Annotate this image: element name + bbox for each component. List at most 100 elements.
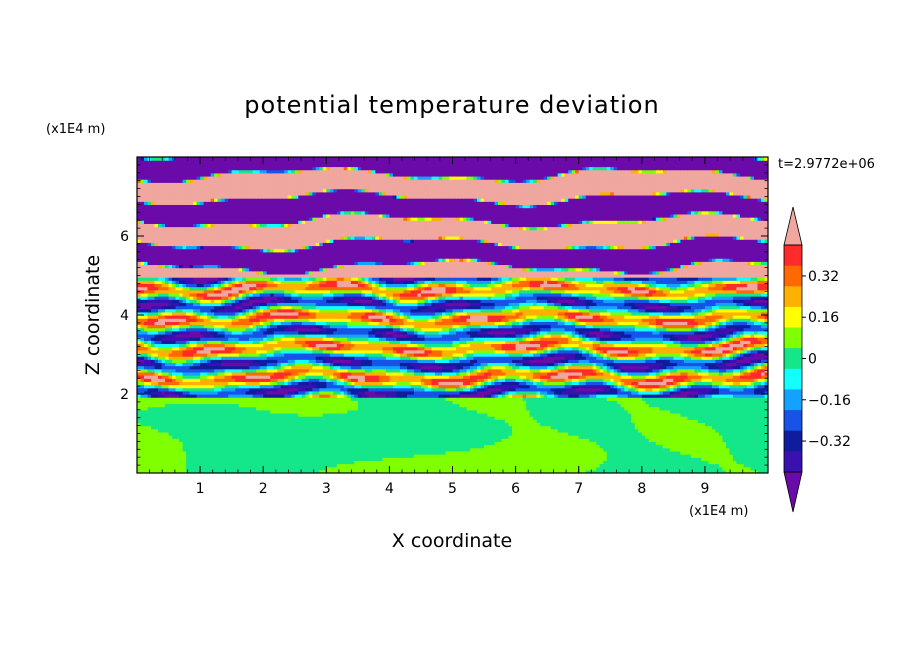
- field-cell: [697, 400, 702, 405]
- field-cell: [634, 441, 639, 446]
- field-cell: [389, 425, 394, 430]
- field-cell: [319, 406, 324, 411]
- field-cell: [287, 454, 292, 458]
- field-cell: [673, 469, 678, 473]
- field-cell: [200, 384, 205, 389]
- field-cell: [333, 390, 338, 395]
- field-cell: [256, 406, 261, 411]
- field-cell: [459, 469, 464, 473]
- field-cell: [242, 469, 247, 473]
- field-cell: [519, 447, 524, 452]
- field-cell: [589, 412, 594, 417]
- field-cell: [287, 447, 292, 452]
- field-cell: [697, 425, 702, 430]
- field-cell: [652, 457, 657, 461]
- field-cell: [420, 406, 426, 411]
- field-cell: [578, 460, 583, 465]
- field-cell: [690, 422, 695, 427]
- field-cell: [224, 412, 229, 417]
- field-cell: [624, 447, 629, 452]
- field-cell: [242, 463, 247, 468]
- field-cell: [221, 387, 226, 392]
- field-cell: [494, 438, 499, 442]
- field-cell: [708, 409, 713, 414]
- field-cell: [732, 469, 738, 473]
- field-cell: [466, 447, 471, 452]
- field-cell: [424, 428, 429, 433]
- field-cell: [568, 387, 573, 392]
- field-cell: [459, 394, 464, 398]
- field-cell: [172, 409, 177, 414]
- field-cell: [186, 397, 191, 401]
- field-cell: [357, 422, 362, 427]
- field-cell: [354, 425, 359, 430]
- field-cell: [224, 457, 229, 461]
- field-cell: [564, 450, 569, 455]
- field-cell: [263, 416, 268, 420]
- field-cell: [753, 444, 759, 449]
- field-cell: [631, 387, 636, 392]
- field-cell: [564, 460, 569, 465]
- field-cell: [505, 409, 510, 414]
- field-cell: [585, 454, 590, 458]
- field-cell: [137, 390, 142, 395]
- field-cell: [631, 463, 636, 468]
- field-cell: [347, 447, 352, 452]
- field-cell: [396, 384, 401, 389]
- field-cell: [725, 397, 731, 401]
- field-cell: [224, 444, 229, 449]
- field-cell: [487, 469, 492, 473]
- field-cell: [193, 435, 198, 439]
- field-cell: [477, 384, 482, 389]
- field-cell: [764, 412, 768, 417]
- field-cell: [158, 406, 163, 411]
- field-cell: [557, 441, 562, 446]
- field-cell: [357, 435, 362, 439]
- field-cell: [385, 457, 390, 461]
- field-cell: [459, 422, 464, 427]
- field-cell: [301, 416, 306, 420]
- field-cell: [561, 435, 566, 439]
- field-cell: [718, 428, 724, 433]
- field-cell: [361, 419, 366, 424]
- field-cell: [252, 450, 257, 455]
- field-cell: [673, 387, 678, 392]
- field-cell: [648, 400, 653, 405]
- field-cell: [529, 403, 534, 408]
- field-cell: [694, 406, 699, 411]
- field-cell: [175, 441, 180, 446]
- field-cell: [529, 412, 534, 417]
- field-cell: [680, 466, 685, 471]
- field-cell: [357, 441, 362, 446]
- field-cell: [494, 416, 499, 420]
- field-cell: [585, 390, 590, 395]
- field-cell: [200, 425, 205, 430]
- field-cell: [529, 409, 534, 414]
- field-cell: [484, 454, 489, 458]
- field-cell: [456, 409, 461, 414]
- field-cell: [382, 406, 387, 411]
- field-cell: [291, 397, 296, 401]
- field-cell: [638, 397, 643, 401]
- field-cell: [536, 416, 541, 420]
- field-cell: [291, 384, 296, 389]
- field-cell: [161, 454, 166, 458]
- field-cell: [683, 406, 688, 411]
- field-cell: [319, 450, 324, 455]
- field-cell: [498, 394, 503, 398]
- field-cell: [676, 406, 681, 411]
- field-cell: [627, 447, 632, 452]
- field-cell: [673, 444, 678, 449]
- field-cell: [270, 469, 275, 473]
- field-cell: [505, 466, 510, 471]
- field-cell: [606, 425, 611, 430]
- field-cell: [137, 444, 142, 449]
- field-cell: [746, 431, 752, 436]
- field-cell: [354, 447, 359, 452]
- field-cell: [533, 412, 538, 417]
- field-cell: [371, 425, 376, 430]
- field-cell: [501, 457, 506, 461]
- field-cell: [326, 384, 331, 389]
- field-cell: [333, 444, 338, 449]
- field-cell: [564, 409, 569, 414]
